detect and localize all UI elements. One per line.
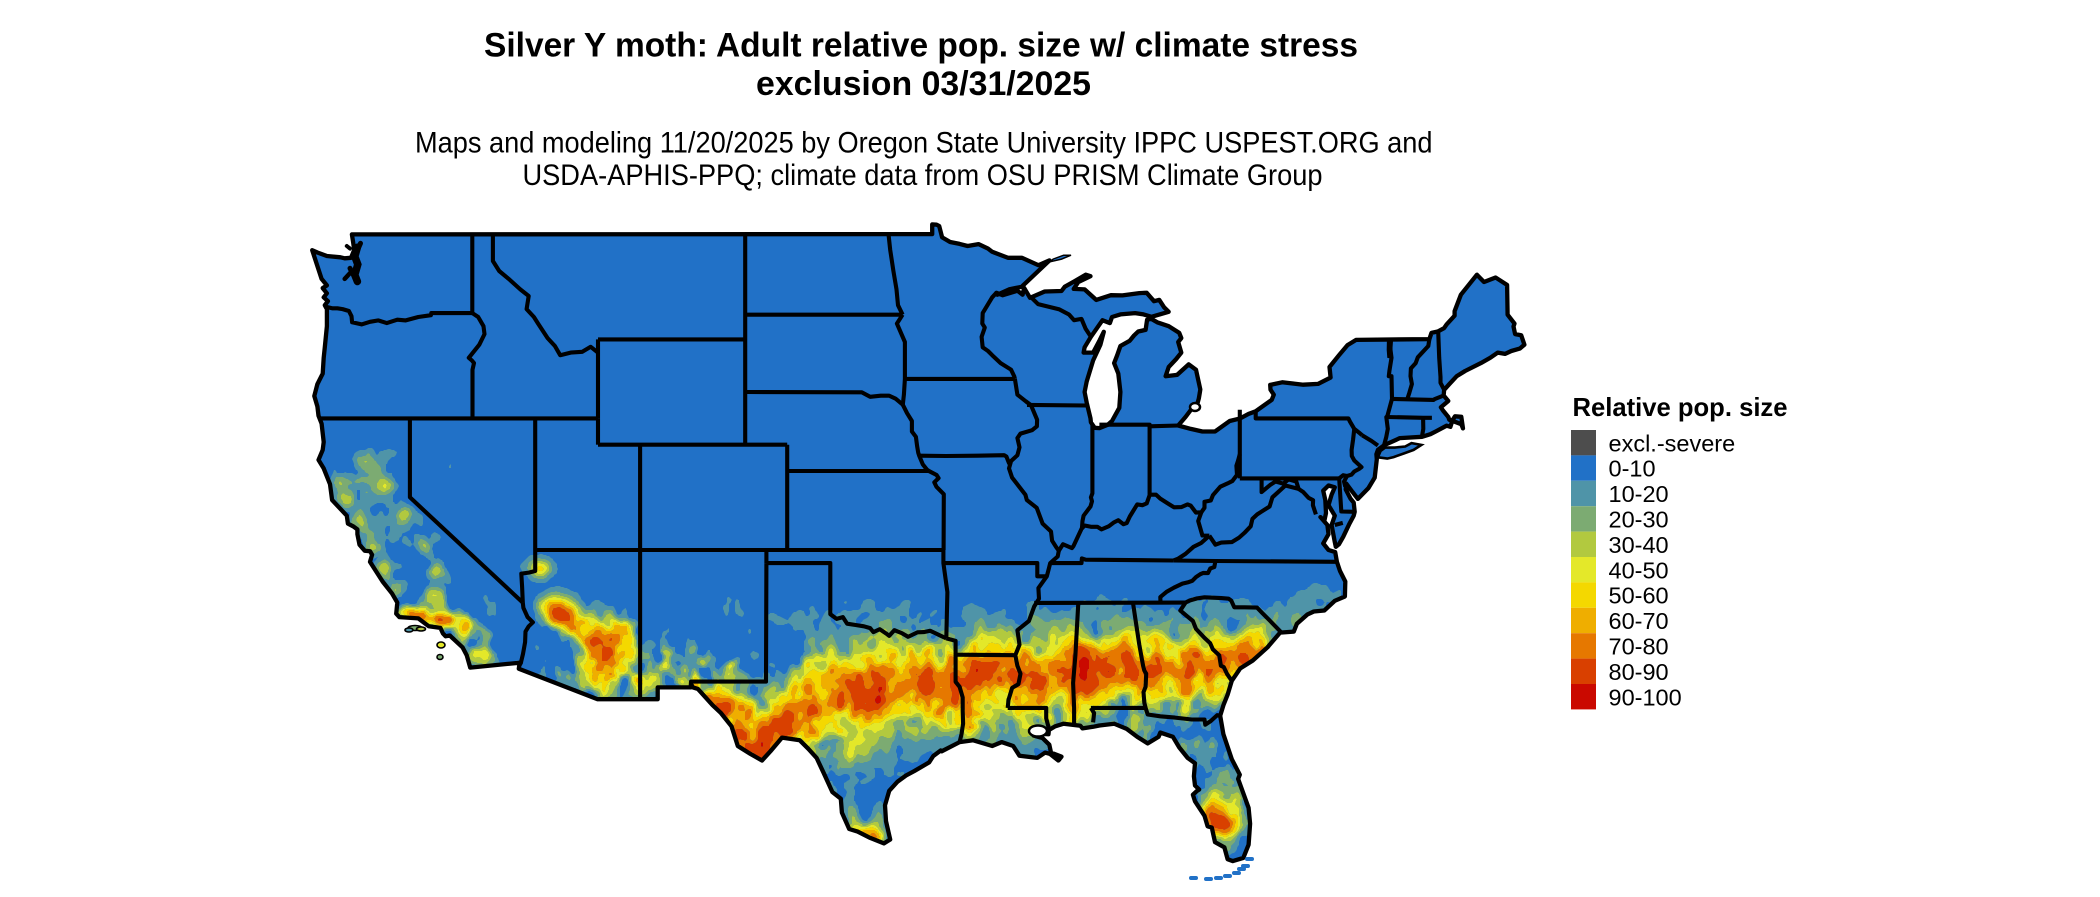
svg-text:20-30: 20-30 xyxy=(1609,507,1669,533)
svg-text:10-20: 10-20 xyxy=(1609,481,1669,507)
svg-text:60-70: 60-70 xyxy=(1609,608,1669,634)
svg-text:0-10: 0-10 xyxy=(1609,456,1656,482)
svg-text:90-100: 90-100 xyxy=(1609,684,1682,710)
svg-text:excl.-severe: excl.-severe xyxy=(1609,430,1736,456)
svg-text:70-80: 70-80 xyxy=(1609,634,1669,660)
svg-text:50-60: 50-60 xyxy=(1609,583,1669,609)
svg-text:exclusion 03/31/2025: exclusion 03/31/2025 xyxy=(756,65,1091,103)
svg-text:30-40: 30-40 xyxy=(1609,532,1669,558)
svg-text:80-90: 80-90 xyxy=(1609,659,1669,685)
svg-text:Silver Y moth: Adult relative: Silver Y moth: Adult relative pop. size … xyxy=(484,27,1358,65)
svg-text:Maps and modeling 11/20/2025 b: Maps and modeling 11/20/2025 by Oregon S… xyxy=(415,127,1433,160)
svg-text:40-50: 40-50 xyxy=(1609,557,1669,583)
svg-text:Relative pop. size: Relative pop. size xyxy=(1573,392,1788,422)
svg-text:USDA-APHIS-PPQ; climate data f: USDA-APHIS-PPQ; climate data from OSU PR… xyxy=(523,159,1323,192)
